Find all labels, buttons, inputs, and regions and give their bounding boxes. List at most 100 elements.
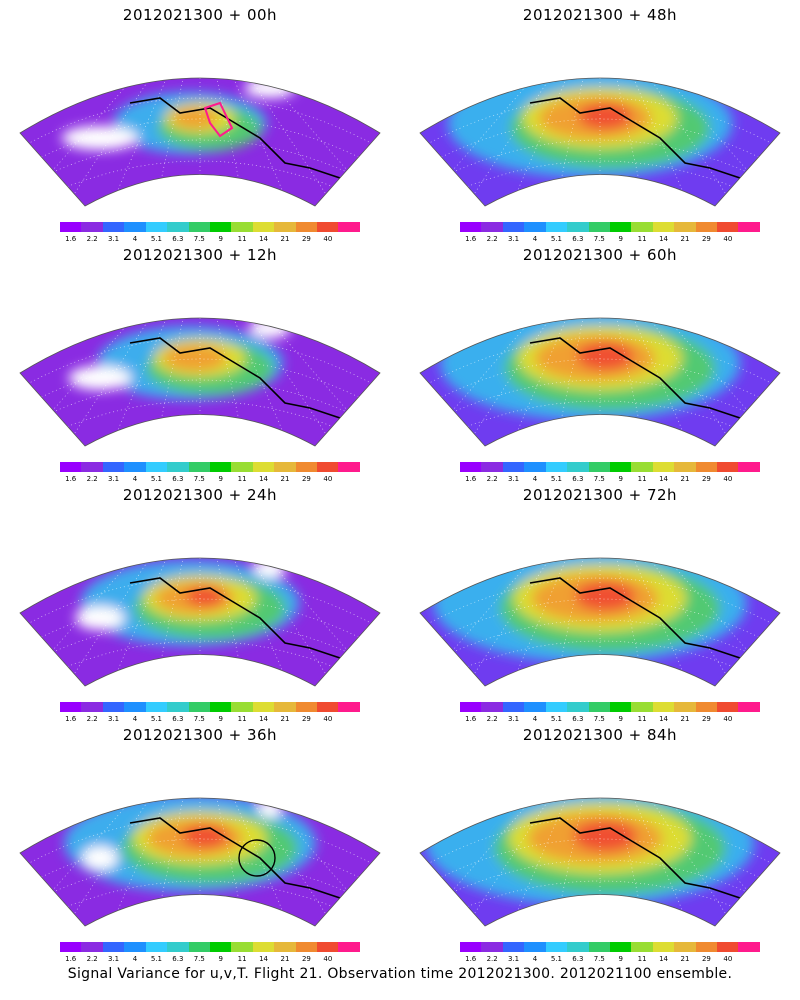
colorbar-swatch [567,702,589,712]
colorbar-label: 5.1 [150,955,162,963]
colorbar-swatch [481,942,503,952]
colorbar-label: 14 [659,475,669,483]
colorbar-swatch [338,942,360,952]
colorbar-label: 14 [259,955,269,963]
colorbar-swatch [317,702,339,712]
colorbar-swatch [274,222,296,232]
colorbar-swatch [609,942,632,952]
colorbar-swatch [317,462,339,472]
colorbar-label: 7.5 [593,955,605,963]
colorbar-label: 9 [218,715,223,723]
colorbar-swatch [588,462,610,472]
colorbar-label: 40 [723,955,733,963]
colorbar-label: 4 [132,715,138,723]
colorbar-label: 14 [659,955,669,963]
polar-map [419,77,781,207]
colorbar-swatch [317,942,339,952]
colorbar-label: 21 [280,715,290,723]
colorbar-swatch [252,462,275,472]
colorbar-label: 11 [637,235,647,243]
colorbar-swatch [652,942,675,952]
colorbar-label: 11 [637,715,647,723]
colorbar-label: 9 [618,955,623,963]
colorbar-label: 5.1 [550,955,562,963]
colorbar-label: 1.6 [465,715,477,723]
colorbar-label: 1.6 [65,955,77,963]
colorbar-swatch [631,462,653,472]
polar-map [19,557,381,687]
colorbar-label: 21 [680,955,690,963]
colorbar-label: 40 [323,955,333,963]
colorbar-swatch [502,222,525,232]
colorbar-label: 29 [701,715,711,723]
panel-title: 2012021300 + 60h [522,246,678,264]
polar-map [19,77,381,207]
target-circle-marker [238,839,276,877]
colorbar-label: 14 [259,475,269,483]
colorbar-swatch [524,222,546,232]
colorbar-swatch [631,942,653,952]
polar-map [19,797,381,927]
colorbar-label: 7.5 [193,235,205,243]
colorbar-label: 7.5 [193,955,205,963]
colorbar-swatch [524,462,546,472]
colorbar-swatch [695,462,718,472]
colorbar-swatch [674,462,696,472]
colorbar-swatch [481,462,503,472]
colorbar-label: 4 [132,235,138,243]
colorbar [460,462,760,472]
colorbar-swatch [738,222,760,232]
colorbar-label: 2.2 [86,235,98,243]
colorbar-swatch [460,222,482,232]
colorbar-swatch [167,702,189,712]
colorbar-swatch [145,462,168,472]
panel-title: 2012021300 + 84h [522,726,678,744]
colorbar-swatch [231,462,253,472]
colorbar-swatch [738,702,760,712]
colorbar-swatch [188,462,210,472]
colorbar-label: 2.2 [486,715,498,723]
flight-track-marker [203,101,234,138]
colorbar-label: 9 [618,715,623,723]
colorbar-swatch [588,222,610,232]
colorbar-swatch [102,222,125,232]
colorbar-label: 14 [259,715,269,723]
colorbar-swatch [545,942,568,952]
colorbar-label: 40 [723,715,733,723]
colorbar-labels: 1.6 2.2 3.1 4 5.1 6.3 7.5 9 11 14 21 29 40 [448,715,768,725]
colorbar-swatch [231,702,253,712]
colorbar-swatch [338,462,360,472]
colorbar-label: 9 [618,235,623,243]
colorbar-swatch [274,702,296,712]
colorbar-swatch [717,462,739,472]
colorbar-label: 2.2 [86,955,98,963]
colorbar-label: 7.5 [593,715,605,723]
colorbar-label: 40 [323,475,333,483]
colorbar-label: 5.1 [550,235,562,243]
colorbar-swatch [481,702,503,712]
colorbar-swatch [252,222,275,232]
colorbar-labels: 1.6 2.2 3.1 4 5.1 6.3 7.5 9 11 14 21 29 40 [48,235,368,245]
colorbar [60,222,360,232]
colorbar-swatch [295,702,318,712]
colorbar-label: 1.6 [65,235,77,243]
colorbar-swatch [717,942,739,952]
colorbar-swatch [252,702,275,712]
colorbar-swatch [124,942,146,952]
colorbar-label: 4 [132,475,138,483]
colorbar-swatch [124,462,146,472]
colorbar-label: 3.1 [507,235,520,243]
polar-map [419,797,781,927]
polar-map [419,317,781,447]
colorbar-swatch [717,702,739,712]
colorbar-swatch [81,702,103,712]
colorbar-label: 2.2 [86,715,98,723]
colorbar-swatch [231,222,253,232]
colorbar-swatch [102,942,125,952]
forecast-panel: 2012021300 + 60h 1.6 2.2 3.1 4 5.1 6.3 7.5 9 11 14… [400,240,800,483]
colorbar-label: 7.5 [593,475,605,483]
colorbar-label: 5.1 [150,475,162,483]
panel-title: 2012021300 + 48h [522,6,678,24]
colorbar-swatch [674,702,696,712]
panel-title: 2012021300 + 24h [122,486,278,504]
